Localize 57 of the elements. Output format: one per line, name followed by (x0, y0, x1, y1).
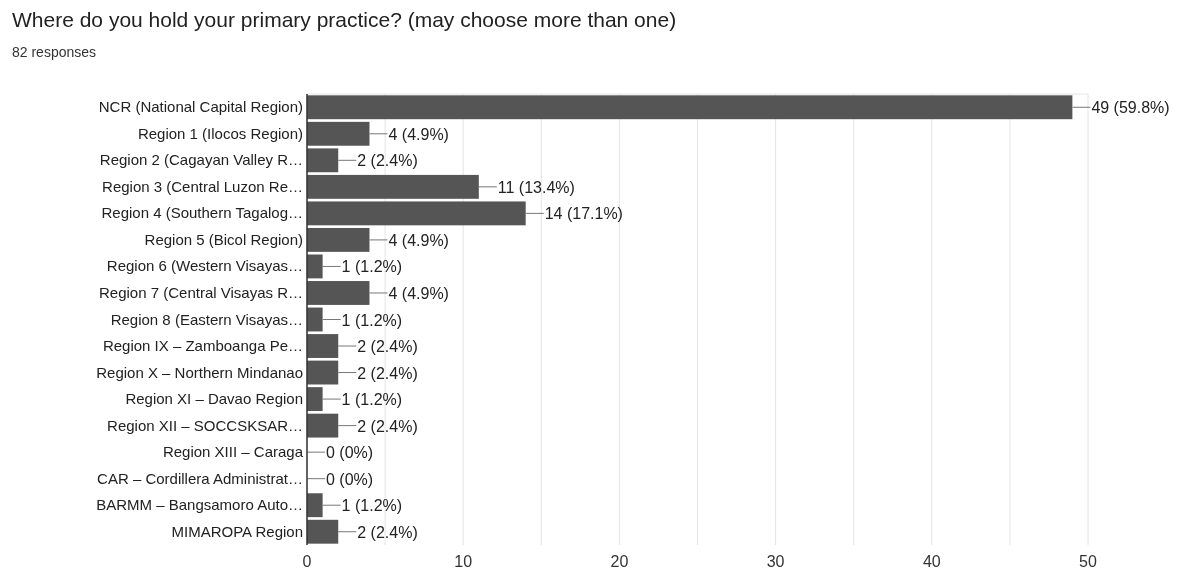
x-tick-label: 0 (302, 553, 312, 570)
y-tick-label: Region XI – Davao Region (125, 390, 303, 408)
data-label: 2 (2.4%) (357, 152, 418, 170)
bar (307, 360, 339, 385)
data-label: 2 (2.4%) (357, 523, 418, 541)
data-label: 49 (59.8%) (1091, 99, 1170, 117)
data-label: 2 (2.4%) (357, 338, 418, 356)
y-tick-label: Region 1 (Ilocos Region) (137, 124, 303, 142)
text: 82 responses (12, 44, 97, 60)
bar (307, 307, 323, 332)
y-tick-label: Region IX – Zamboanga Pe… (102, 337, 303, 355)
bar (307, 201, 526, 226)
bar (307, 95, 1073, 120)
x-tick-label: 20 (610, 553, 629, 570)
y-tick-label: Region 3 (Central Luzon Re… (102, 177, 303, 195)
data-label: 0 (0%) (326, 444, 374, 462)
x-tick-label: 50 (1079, 553, 1097, 570)
y-tick-label: Region 2 (Cagayan Valley R… (99, 151, 303, 169)
y-tick-label: Region XII – SOCCSKSAR… (107, 416, 303, 434)
bar (307, 493, 323, 518)
y-tick-label: NCR (National Capital Region) (98, 98, 303, 116)
bar (307, 227, 370, 252)
bar (307, 519, 339, 544)
data-label: 14 (17.1%) (544, 205, 623, 223)
data-label: 4 (4.9%) (388, 231, 449, 249)
data-label: 2 (2.4%) (357, 417, 418, 435)
bar (307, 174, 479, 199)
data-label: 1 (1.2%) (341, 258, 403, 276)
data-label: 11 (13.4%) (497, 178, 575, 196)
data-label: 4 (4.9%) (388, 284, 449, 302)
x-tick-label: 40 (922, 553, 941, 570)
y-tick-label: Region XIII – Caraga (162, 443, 304, 461)
bar (307, 387, 323, 412)
y-tick-label: Region 5 (Bicol Region) (144, 230, 303, 248)
y-tick-label: Region 8 (Eastern Visayas… (110, 310, 303, 328)
chart-title: Where do you hold your primary practice? (may choose more than one) (12, 8, 677, 31)
data-label: 2 (2.4%) (357, 364, 418, 382)
x-tick-label: 10 (454, 553, 473, 570)
y-tick-label: Region 4 (Southern Tagalog… (101, 204, 303, 222)
y-tick-label: Region 7 (Central Visayas R… (99, 283, 303, 301)
y-tick-label: BARMM – Bangsamoro Auto… (96, 496, 303, 514)
bar (307, 281, 370, 305)
data-label: 1 (1.2%) (341, 391, 403, 409)
x-tick-label: 30 (766, 553, 785, 570)
bar (307, 121, 370, 146)
y-tick-label: Region 6 (Western Visayas… (106, 257, 303, 275)
bar (307, 148, 339, 173)
data-label: 1 (1.2%) (341, 311, 403, 329)
data-label: 4 (4.9%) (388, 125, 449, 143)
y-tick-label: MIMAROPA Region (171, 522, 303, 540)
y-tick-label: CAR – Cordillera Administrat… (97, 469, 303, 487)
data-label: 1 (1.2%) (341, 497, 403, 515)
bar (307, 413, 339, 438)
data-label: 0 (0%) (326, 470, 374, 488)
bar (307, 334, 339, 358)
bar (307, 254, 323, 279)
y-tick-label: Region X – Northern Mindanao (96, 363, 303, 381)
